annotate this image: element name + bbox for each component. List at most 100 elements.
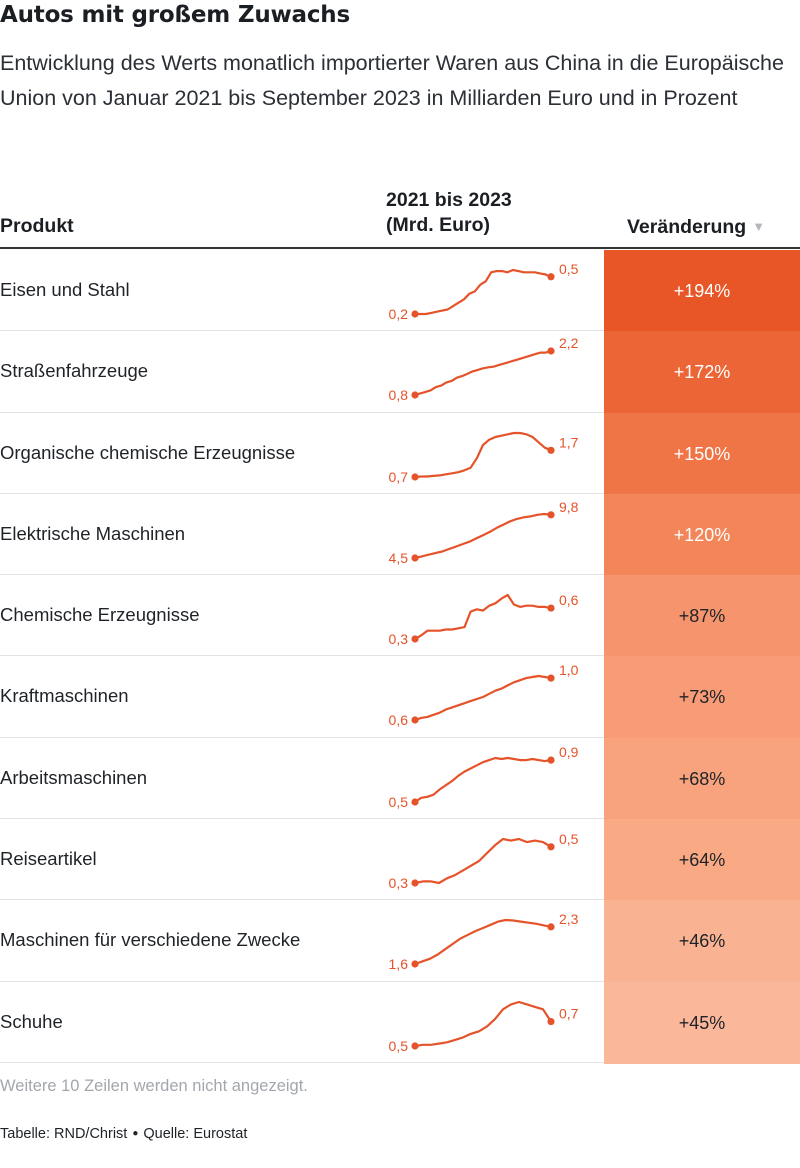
sparkline-end-dot bbox=[547, 347, 555, 355]
sparkline-path bbox=[413, 431, 553, 478]
data-source: Quelle: Eurostat bbox=[143, 1126, 248, 1142]
change-cell: +64% bbox=[604, 819, 800, 902]
product-name: Reiseartikel bbox=[0, 848, 97, 870]
table-row: Schuhe 0,5 0,7 +45% bbox=[0, 981, 800, 1064]
sparkline-end-label: 1,0 bbox=[559, 663, 579, 679]
sparkline-start-dot bbox=[411, 798, 419, 806]
sparkline: 0,2 0,5 bbox=[389, 261, 579, 322]
sparkline-start-dot bbox=[411, 391, 419, 399]
change-cell: +172% bbox=[604, 331, 800, 414]
sparkline-path bbox=[413, 512, 553, 559]
sparkline-end-label: 0,6 bbox=[559, 592, 579, 608]
column-header-product[interactable]: Produkt bbox=[0, 215, 74, 237]
table-row: Chemische Erzeugnisse 0,3 0,6 +87% bbox=[0, 575, 800, 658]
sparkline-path bbox=[413, 919, 553, 966]
table-row: Maschinen für verschiedene Zwecke 1,6 2,3 +… bbox=[0, 900, 800, 983]
sparkline-end-dot bbox=[547, 446, 555, 454]
table-row: Kraftmaschinen 0,6 1,0 +73% bbox=[0, 656, 800, 739]
product-name: Elektrische Maschinen bbox=[0, 522, 186, 544]
change-cell: +45% bbox=[604, 981, 800, 1064]
change-cell: +87% bbox=[604, 575, 800, 658]
sparkline: 0,8 2,2 bbox=[389, 335, 579, 403]
sparkline-start-label: 0,5 bbox=[389, 794, 409, 810]
sparkline-end-label: 9,8 bbox=[559, 499, 579, 515]
product-name: Kraftmaschinen bbox=[0, 685, 129, 707]
product-name: Chemische Erzeugnisse bbox=[0, 604, 200, 626]
sparkline-start-dot bbox=[411, 635, 419, 643]
column-header-change-label: Veränderung bbox=[627, 216, 747, 238]
sparkline-start-label: 0,8 bbox=[389, 387, 409, 403]
sparkline-end-dot bbox=[547, 511, 555, 519]
column-header-sparkline[interactable]: 2021 bis 2023 (Mrd. Euro) bbox=[386, 188, 512, 238]
column-header-sparkline-line1: 2021 bis 2023 bbox=[386, 189, 512, 211]
source-line: Tabelle: RND/Christ ● Quelle: Eurostat bbox=[0, 1126, 247, 1142]
change-cell: +150% bbox=[604, 412, 800, 495]
sparkline-path bbox=[413, 675, 553, 722]
sparkline: 0,3 0,5 bbox=[389, 831, 579, 891]
sparkline-end-label: 1,7 bbox=[559, 434, 579, 450]
sparkline: 4,5 9,8 bbox=[389, 499, 579, 566]
sparkline-start-label: 0,2 bbox=[389, 306, 409, 322]
hidden-rows-note: Weitere 10 Zeilen werden nicht angezeigt… bbox=[0, 1077, 308, 1095]
sparkline-start-dot bbox=[411, 879, 419, 887]
sparkline-start-label: 0,3 bbox=[389, 875, 409, 891]
product-name: Organische chemische Erzeugnisse bbox=[0, 441, 296, 463]
sparkline-end-label: 0,9 bbox=[559, 744, 579, 760]
sparkline: 0,5 0,7 bbox=[389, 1000, 579, 1054]
product-name: Arbeitsmaschinen bbox=[0, 766, 148, 788]
sort-down-icon[interactable]: ▼ bbox=[752, 219, 766, 234]
sparkline-end-label: 0,5 bbox=[559, 831, 579, 847]
table-body: Eisen und Stahl 0,2 0,5 +194% Straßenfahrzeu… bbox=[0, 250, 800, 1064]
table-row: Organische chemische Erzeugnisse 0,7 1,7 +1… bbox=[0, 412, 800, 495]
sparkline-end-dot bbox=[547, 923, 555, 931]
sparkline-end-dot bbox=[547, 604, 555, 612]
table-row: Eisen und Stahl 0,2 0,5 +194% bbox=[0, 250, 800, 332]
table-row: Reiseartikel 0,3 0,5 +64% bbox=[0, 819, 800, 902]
sparkline-end-dot bbox=[547, 843, 555, 851]
chart-subtitle: Entwicklung des Werts monatlich importie… bbox=[0, 51, 784, 110]
sparkline-end-label: 0,7 bbox=[559, 1005, 579, 1021]
chart-title: Autos mit großem Zuwachs bbox=[0, 2, 350, 28]
sparkline-end-dot bbox=[547, 756, 555, 764]
sparkline-end-dot bbox=[547, 674, 555, 683]
sparkline: 0,3 0,6 bbox=[389, 592, 579, 647]
sparkline: 0,6 1,0 bbox=[389, 663, 579, 729]
sparkline-path bbox=[413, 837, 553, 885]
change-cell: +46% bbox=[604, 900, 800, 983]
product-name: Straßenfahrzeuge bbox=[0, 360, 149, 382]
change-cell: +194% bbox=[604, 250, 800, 332]
sparkline: 0,7 1,7 bbox=[389, 431, 579, 485]
change-cell: +120% bbox=[604, 493, 800, 576]
sparkline-end-dot bbox=[547, 273, 555, 281]
sparkline-end-label: 0,5 bbox=[559, 261, 579, 277]
sparkline-path bbox=[413, 1000, 553, 1047]
sparkline-start-dot bbox=[411, 472, 419, 481]
sparkline-start-dot bbox=[411, 960, 419, 968]
sparkline-path bbox=[413, 268, 553, 316]
table-row: Arbeitsmaschinen 0,5 0,9 +68% bbox=[0, 737, 800, 820]
table-row: Straßenfahrzeuge 0,8 2,2 +172% bbox=[0, 331, 800, 414]
product-name: Schuhe bbox=[0, 1010, 63, 1032]
sparkline: 1,6 2,3 bbox=[389, 911, 579, 972]
sparkline-path bbox=[413, 350, 553, 397]
sparkline-end-label: 2,2 bbox=[559, 335, 579, 351]
product-name: Eisen und Stahl bbox=[0, 279, 130, 300]
bullet-separator: ● bbox=[132, 1128, 139, 1139]
sparkline-start-dot bbox=[411, 716, 419, 725]
sparkline: 0,5 0,9 bbox=[389, 744, 579, 810]
sparkline-start-label: 0,5 bbox=[389, 1038, 409, 1054]
sparkline-start-label: 0,7 bbox=[389, 469, 409, 485]
table-row: Elektrische Maschinen 4,5 9,8 +120% bbox=[0, 493, 800, 576]
sparkline-start-label: 0,6 bbox=[389, 712, 409, 728]
product-name: Maschinen für verschiedene Zwecke bbox=[0, 929, 301, 951]
column-header-change[interactable]: Veränderung ▼ bbox=[627, 214, 765, 240]
sparkline-start-dot bbox=[411, 554, 419, 562]
sparkline-start-label: 1,6 bbox=[389, 956, 409, 972]
header-divider bbox=[0, 247, 800, 249]
sparkline-start-dot bbox=[411, 1042, 419, 1050]
sparkline-start-label: 4,5 bbox=[389, 550, 409, 566]
table-credit: Tabelle: RND/Christ bbox=[0, 1126, 128, 1142]
sparkline-end-label: 2,3 bbox=[559, 911, 579, 927]
change-cell: +73% bbox=[604, 656, 800, 739]
sparkline-start-dot bbox=[411, 310, 419, 318]
